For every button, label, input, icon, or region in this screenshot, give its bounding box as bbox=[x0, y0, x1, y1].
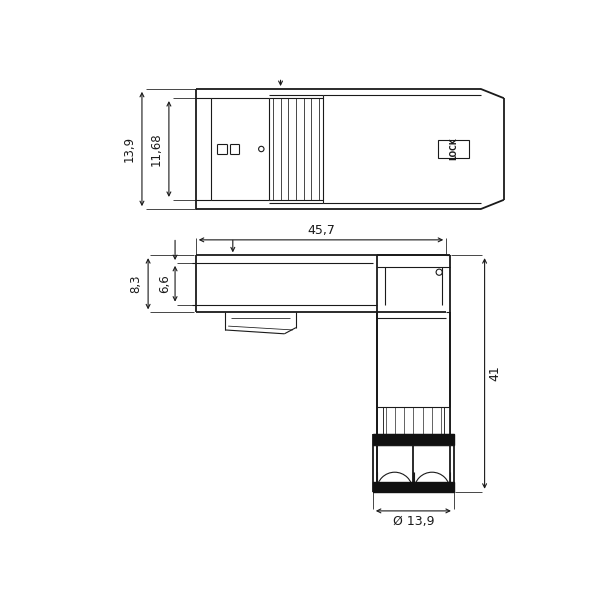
Bar bbox=[373, 482, 454, 491]
Text: Ø 13,9: Ø 13,9 bbox=[392, 515, 434, 528]
Text: 41: 41 bbox=[488, 365, 501, 382]
Text: 11,68: 11,68 bbox=[150, 132, 163, 166]
Text: LOCK: LOCK bbox=[449, 137, 458, 160]
Bar bbox=[373, 434, 454, 445]
Text: 13,9: 13,9 bbox=[123, 136, 136, 162]
Text: 45,7: 45,7 bbox=[307, 224, 335, 237]
Text: 6,6: 6,6 bbox=[158, 274, 171, 293]
Text: 8,3: 8,3 bbox=[129, 275, 142, 293]
Bar bbox=[439, 140, 469, 158]
